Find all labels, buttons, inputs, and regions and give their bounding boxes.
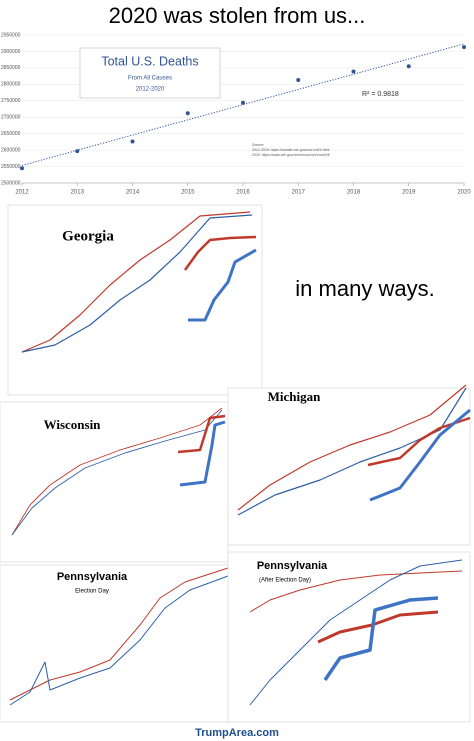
x-tick-label: 2013 [71, 190, 85, 196]
chart-title: Total U.S. Deaths [101, 54, 198, 68]
line [249, 559, 463, 706]
line [369, 408, 471, 502]
point [75, 149, 80, 154]
panel-subtitle: (After Election Day) [259, 578, 311, 584]
source: 2020: https://www.cdc.gov/nchs/nvss/vsrr… [251, 153, 331, 157]
deaths-chart: 2500000 2550000 2600000 2650000 2700000 27500… [1, 32, 471, 195]
point [241, 100, 245, 105]
panel-title: Pennsylvania [257, 560, 328, 572]
line [237, 384, 467, 511]
line [11, 409, 223, 536]
line [11, 407, 223, 536]
y-tick-label: 2650000 [1, 131, 21, 137]
y-tick-label: 2850000 [1, 65, 21, 71]
x-tick-label: 2020 [457, 190, 471, 196]
chart-subtitle: From All Causes [128, 76, 172, 82]
line [367, 416, 471, 467]
caption: 2020 was stolen from us... [109, 3, 366, 28]
line [237, 387, 467, 516]
y-tick-label: 2750000 [1, 98, 21, 104]
legend-box [79, 47, 221, 99]
x-tick-label: 2015 [181, 190, 195, 196]
chart-period: 2012-2020 [136, 87, 165, 93]
x-tick-label: 2019 [402, 190, 416, 196]
panel-subtitle: Election Day [75, 589, 109, 595]
y-tick-label: 2950000 [1, 32, 21, 38]
r-squared: R² = 0.9818 [362, 91, 399, 98]
y-tick-label: 2800000 [1, 82, 21, 88]
x-tick-label: 2012 [15, 190, 29, 196]
point [462, 45, 466, 50]
point [351, 69, 356, 74]
line [177, 414, 226, 454]
y-tick-label: 2550000 [1, 164, 21, 170]
line [179, 420, 226, 487]
panel [7, 204, 263, 396]
x-tick-label: 2017 [292, 190, 306, 196]
line [249, 570, 463, 613]
footer: TrumpArea.com [195, 727, 279, 739]
panel [0, 564, 233, 723]
panel-title: Pennsylvania [57, 571, 128, 583]
point [185, 111, 190, 116]
source: Source: [252, 143, 264, 147]
line [9, 567, 229, 701]
middle-text: in many ways. [295, 276, 434, 301]
point [130, 139, 135, 144]
x-tick-label: 2018 [347, 190, 361, 196]
panel [227, 551, 471, 723]
panel-title: Michigan [268, 389, 321, 404]
y-tick-label: 2500000 [1, 180, 21, 186]
y-tick-label: 2900000 [1, 49, 21, 55]
y-tick-label: 2700000 [1, 115, 21, 121]
line [183, 235, 257, 271]
point [406, 64, 411, 69]
point [20, 166, 24, 171]
source: 2012-2019: https://wonder.cdc.gov/ucd-ic… [251, 148, 330, 152]
trendline [21, 43, 465, 166]
x-tick-label: 2016 [236, 190, 250, 196]
panel-title: Georgia [62, 228, 114, 244]
line [323, 596, 439, 681]
panel-title: Wisconsin [44, 417, 102, 432]
line [188, 248, 257, 322]
x-tick-label: 2014 [126, 190, 140, 196]
line [21, 214, 253, 353]
line [21, 211, 251, 353]
line [9, 575, 229, 706]
point [296, 78, 301, 83]
y-tick-label: 2600000 [1, 147, 21, 153]
